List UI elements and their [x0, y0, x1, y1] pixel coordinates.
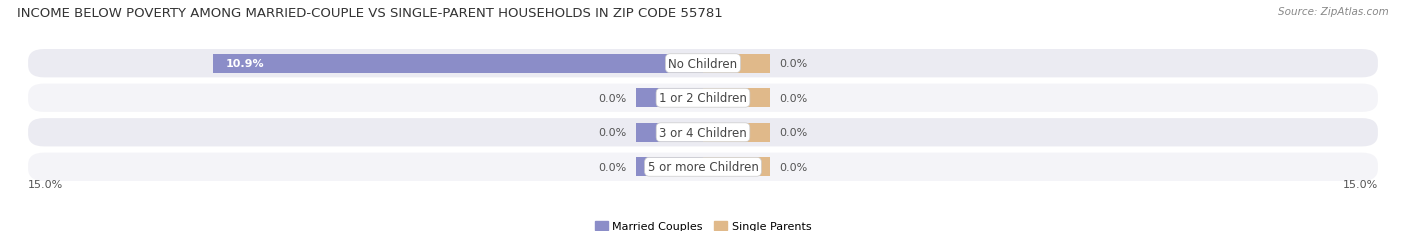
Text: 0.0%: 0.0% — [599, 128, 627, 138]
FancyBboxPatch shape — [28, 84, 1378, 112]
Text: 0.0%: 0.0% — [779, 128, 807, 138]
Text: 0.0%: 0.0% — [779, 59, 807, 69]
Text: 3 or 4 Children: 3 or 4 Children — [659, 126, 747, 139]
FancyBboxPatch shape — [28, 153, 1378, 181]
Text: 0.0%: 0.0% — [779, 93, 807, 103]
Legend: Married Couples, Single Parents: Married Couples, Single Parents — [591, 216, 815, 231]
Text: Source: ZipAtlas.com: Source: ZipAtlas.com — [1278, 7, 1389, 17]
Bar — [636, 158, 703, 176]
Text: INCOME BELOW POVERTY AMONG MARRIED-COUPLE VS SINGLE-PARENT HOUSEHOLDS IN ZIP COD: INCOME BELOW POVERTY AMONG MARRIED-COUPL… — [17, 7, 723, 20]
Bar — [636, 89, 703, 108]
Bar — [212, 55, 703, 73]
Bar — [703, 123, 770, 142]
Bar — [703, 89, 770, 108]
Text: 0.0%: 0.0% — [779, 162, 807, 172]
Bar — [703, 158, 770, 176]
Bar — [703, 55, 770, 73]
Text: 1 or 2 Children: 1 or 2 Children — [659, 92, 747, 105]
Text: 15.0%: 15.0% — [28, 179, 63, 189]
FancyBboxPatch shape — [28, 119, 1378, 147]
FancyBboxPatch shape — [28, 50, 1378, 78]
Bar — [636, 123, 703, 142]
Text: 0.0%: 0.0% — [599, 162, 627, 172]
Text: 5 or more Children: 5 or more Children — [648, 161, 758, 173]
Text: 10.9%: 10.9% — [226, 59, 264, 69]
Text: 0.0%: 0.0% — [599, 93, 627, 103]
Text: No Children: No Children — [668, 58, 738, 70]
Text: 15.0%: 15.0% — [1343, 179, 1378, 189]
